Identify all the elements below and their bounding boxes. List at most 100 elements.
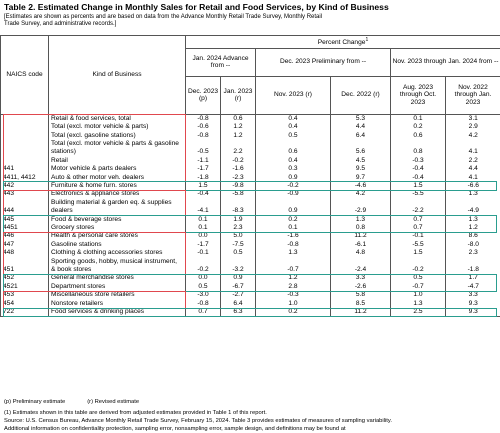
- percent-value: 0.1: [255, 223, 331, 233]
- percent-value: -0.4: [390, 173, 446, 182]
- column-subheader: Nov. 2023 (r): [255, 75, 331, 115]
- percent-value: 3.3: [445, 291, 500, 300]
- percent-value: 1.3: [330, 215, 391, 224]
- naics-header: NAICS code: [0, 35, 49, 115]
- kind-of-business: Sporting goods, hobby, musical instrumen…: [48, 257, 186, 275]
- percent-value: -0.2: [255, 181, 331, 191]
- percent-value: -0.1: [185, 249, 221, 258]
- percent-value: 1.7: [445, 274, 500, 283]
- percent-value: 2.2: [445, 156, 500, 166]
- kind-of-business: Gasoline stations: [48, 240, 186, 250]
- kind-of-business: Retail: [48, 156, 186, 166]
- percent-value: 1.3: [445, 190, 500, 199]
- percent-value: -0.2: [390, 257, 446, 275]
- percent-value: 0.1: [390, 114, 446, 124]
- percent-value: 0.8: [390, 139, 446, 157]
- kind-of-business: Furniture & home furn. stores: [48, 181, 186, 191]
- column-subheader: Nov. 2022 through Jan. 2023: [445, 75, 500, 115]
- percent-value: 0.3: [255, 165, 331, 174]
- percent-value: -0.2: [220, 156, 256, 166]
- kind-of-business: Electronics & appliance stores: [48, 190, 186, 199]
- percent-value: 0.8: [330, 223, 391, 233]
- kind-of-business: Total (excl. gasoline stations): [48, 131, 186, 140]
- percent-value: -5.5: [390, 240, 446, 250]
- kind-of-business: Retail & food services, total: [48, 114, 186, 124]
- percent-value: -6.1: [330, 240, 391, 250]
- header-text: Percent Change: [317, 39, 366, 47]
- percent-value: -1.7: [185, 165, 221, 174]
- legend-p: (p) Preliminary estimate: [4, 399, 66, 405]
- kind-of-business: Auto & other motor veh. dealers: [48, 173, 186, 182]
- percent-value: 8.6: [445, 232, 500, 241]
- table-row: Total (excl. motor vehicle & parts & gas…: [0, 139, 500, 157]
- percent-value: -0.5: [185, 139, 221, 157]
- naics-code: [0, 131, 49, 140]
- naics-code: 442: [0, 181, 49, 191]
- table-row: 441 Motor vehicle & parts dealers -1.7 -1.6…: [0, 165, 500, 174]
- percent-value: 0.7: [390, 215, 446, 224]
- kind-of-business: General merchandise stores: [48, 274, 186, 283]
- percent-value: -4.1: [185, 198, 221, 216]
- percent-value: 1.2: [445, 223, 500, 233]
- kind-of-business: Total (excl. motor vehicle & parts): [48, 123, 186, 132]
- percent-value: 2.2: [220, 139, 256, 157]
- percent-value: -1.8: [445, 257, 500, 275]
- percent-value: 0.5: [185, 282, 221, 292]
- footnote: (1) Estimates shown in this table are de…: [4, 410, 267, 416]
- percent-value: -0.8: [185, 114, 221, 124]
- naics-code: [0, 139, 49, 157]
- percent-value: 2.8: [255, 282, 331, 292]
- percent-value: 9.7: [330, 173, 391, 182]
- kind-of-business: Health & personal care stores: [48, 232, 186, 241]
- percent-value: 6.4: [220, 299, 256, 309]
- group-header: Nov. 2023 through Jan. 2024 from --: [390, 47, 500, 77]
- naics-code: [0, 114, 49, 124]
- percent-value: -2.9: [330, 198, 391, 216]
- kind-of-business: Total (excl. motor vehicle & parts & gas…: [48, 139, 186, 157]
- table-title: Table 2. Estimated Change in Monthly Sal…: [4, 2, 389, 12]
- percent-value: 1.5: [390, 249, 446, 258]
- percent-value: 5.6: [330, 139, 391, 157]
- percent-value: 2.3: [445, 249, 500, 258]
- percent-value: -1.8: [185, 173, 221, 182]
- table-row: 446 Health & personal care stores 0.0 5.0 -1…: [0, 232, 500, 241]
- percent-value: 11.2: [330, 232, 391, 241]
- percent-value: -1.6: [255, 232, 331, 241]
- naics-code: 451: [0, 257, 49, 275]
- percent-value: -2.7: [220, 291, 256, 300]
- naics-code: 454: [0, 299, 49, 309]
- percent-value: 1.2: [255, 274, 331, 283]
- percent-value: 0.6: [390, 131, 446, 140]
- percent-value: 0.9: [255, 198, 331, 216]
- kind-of-business: Department stores: [48, 282, 186, 292]
- percent-value: -1.1: [185, 156, 221, 166]
- percent-value: 4.4: [330, 123, 391, 132]
- percent-value: 9.5: [330, 165, 391, 174]
- percent-value: 2.3: [220, 223, 256, 233]
- table-row: 445 Food & beverage stores 0.1 1.9 0.2 1.3 0.7…: [0, 215, 500, 224]
- percent-value: 2.9: [445, 123, 500, 132]
- group-header: Dec. 2023 Preliminary from --: [255, 47, 391, 77]
- naics-code: 452: [0, 274, 49, 283]
- naics-code: 722: [0, 308, 49, 318]
- footnote-mark: 1: [365, 37, 369, 43]
- percent-value: 1.3: [390, 299, 446, 309]
- naics-code: 448: [0, 249, 49, 258]
- percent-value: -9.8: [220, 181, 256, 191]
- percent-value: -0.8: [185, 131, 221, 140]
- percent-value: -8.0: [445, 240, 500, 250]
- percent-value: 0.0: [185, 232, 221, 241]
- table-row: Retail -1.1 -0.2 0.4 4.5 -0.3 2.2: [0, 156, 500, 166]
- kind-of-business: Food & beverage stores: [48, 215, 186, 224]
- percent-value: -5.5: [390, 190, 446, 199]
- percent-value: 9.3: [445, 299, 500, 309]
- percent-value: -3.2: [220, 257, 256, 275]
- percent-value: -0.6: [185, 123, 221, 132]
- percent-value: -6.7: [220, 282, 256, 292]
- kind-of-business: Miscellaneous store retailers: [48, 291, 186, 300]
- percent-value: 5.3: [330, 114, 391, 124]
- percent-value: 4.4: [445, 165, 500, 174]
- percent-value: 1.9: [220, 215, 256, 224]
- percent-value: -7.5: [220, 240, 256, 250]
